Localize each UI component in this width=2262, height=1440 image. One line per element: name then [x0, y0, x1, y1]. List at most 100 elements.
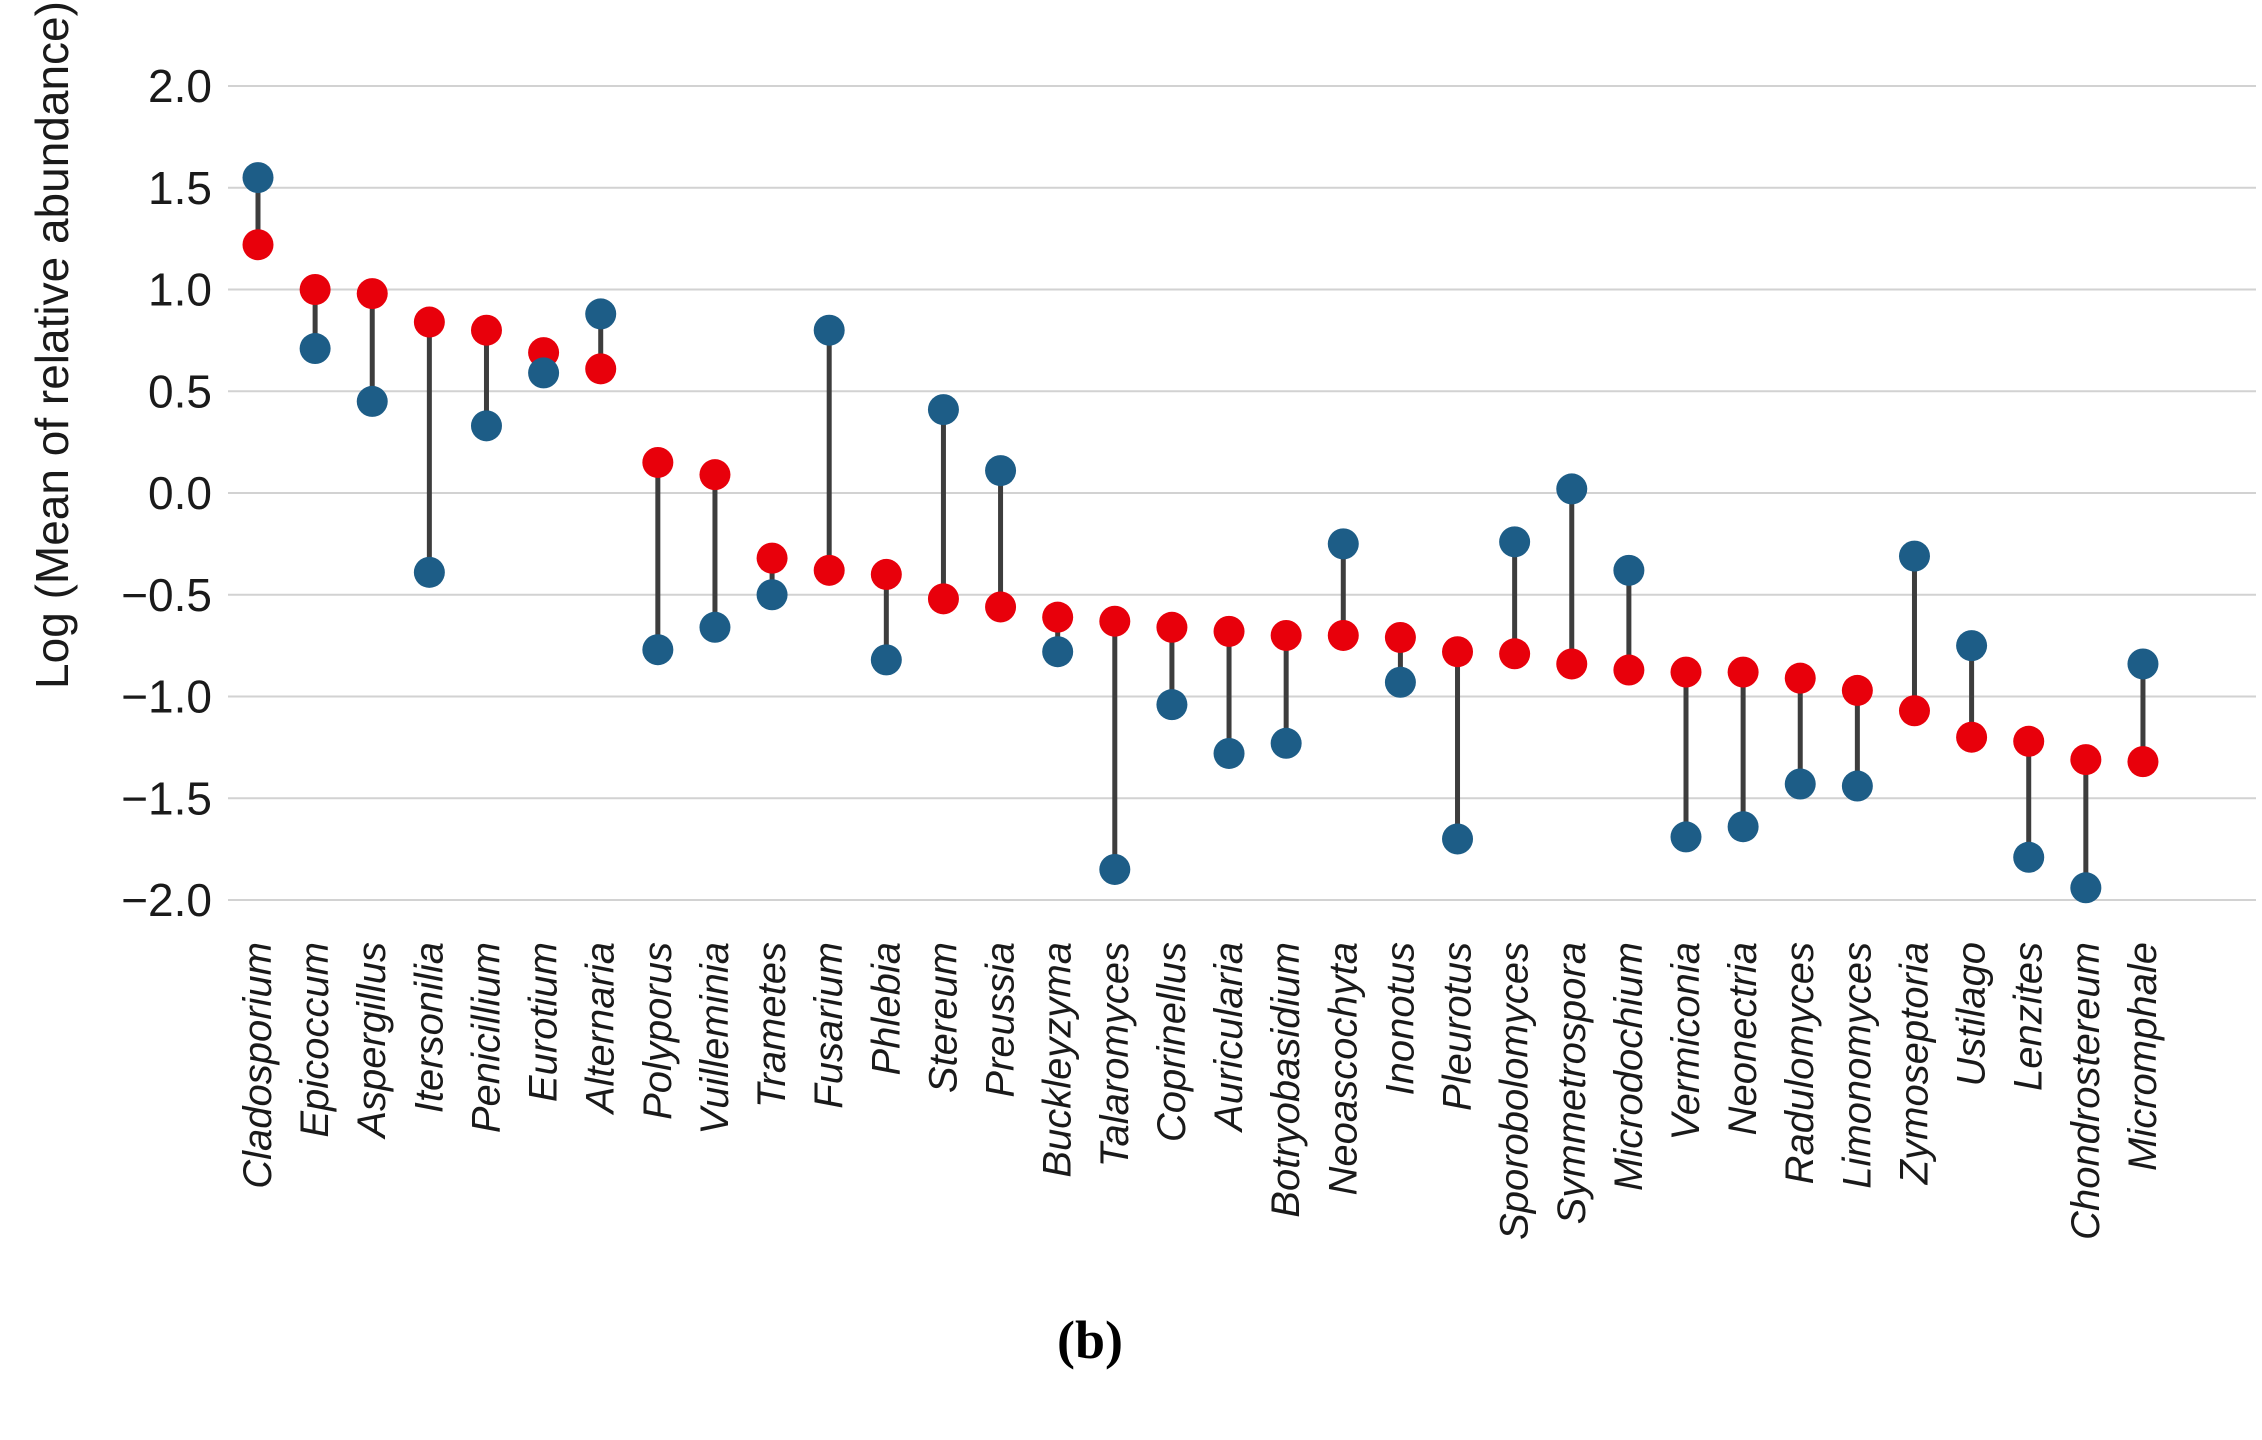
category-label: Aspergillus	[350, 942, 394, 1140]
dumbbell	[1784, 662, 1816, 800]
dumbbell	[756, 542, 788, 611]
category-label: Pleurotus	[1436, 942, 1480, 1111]
dumbbell	[1327, 528, 1359, 651]
dumbbell	[1841, 674, 1873, 802]
dot-red	[1556, 648, 1588, 680]
dot-red	[699, 459, 731, 491]
y-tick-label: −0.5	[121, 569, 212, 621]
dot-red	[242, 229, 274, 261]
y-tick-label: −2.0	[121, 874, 212, 926]
dot-blue	[756, 579, 788, 611]
category-label: Fusarium	[807, 942, 851, 1109]
category-label: Penicillium	[464, 942, 508, 1133]
dot-red	[2013, 725, 2045, 757]
dumbbell	[1384, 621, 1416, 698]
dot-red	[1841, 674, 1873, 706]
dot-red	[413, 306, 445, 338]
category-label: Trametes	[750, 942, 794, 1108]
category-label: Polyporus	[636, 942, 680, 1120]
dumbbell	[1499, 526, 1531, 670]
dumbbell	[413, 306, 445, 588]
dot-red	[1670, 656, 1702, 688]
category-label: Buckleyzyma	[1036, 942, 1080, 1178]
dot-blue	[585, 298, 617, 330]
dumbbell	[699, 459, 731, 643]
category-label: Radulomyces	[1778, 942, 1822, 1184]
dot-blue	[985, 455, 1017, 487]
category-label: Symmetrospora	[1550, 942, 1594, 1224]
y-axis-tick-labels: 2.0 1.5 1.0 0.5 0.0 −0.5 −1.0 −1.5 −2.0	[121, 60, 212, 926]
category-label: Coprinellus	[1150, 942, 1194, 1142]
dumbbells-layer	[242, 162, 2159, 904]
dot-blue	[927, 394, 959, 426]
dot-blue	[1442, 823, 1474, 855]
y-tick-label: −1.0	[121, 671, 212, 723]
dot-blue	[470, 410, 502, 442]
category-label: Vermiconia	[1664, 942, 1708, 1141]
dumbbell	[1556, 473, 1588, 680]
dot-blue	[870, 644, 902, 676]
dot-blue	[356, 385, 388, 417]
dot-blue	[1898, 540, 1930, 572]
dot-red	[470, 314, 502, 346]
dot-blue	[1841, 770, 1873, 802]
dot-blue	[1042, 636, 1074, 668]
y-tick-label: −1.5	[121, 772, 212, 824]
category-label: Auricularia	[1207, 942, 1251, 1133]
dot-red	[1613, 654, 1645, 686]
y-tick-label: 1.0	[148, 264, 212, 316]
dot-red	[1956, 721, 1988, 753]
dumbbell	[927, 394, 959, 615]
dot-blue	[528, 357, 560, 389]
dot-red	[1499, 638, 1531, 670]
dot-blue	[1499, 526, 1531, 558]
category-label: Vuilleminia	[693, 942, 737, 1135]
dot-blue	[1384, 666, 1416, 698]
dumbbell	[1442, 636, 1474, 855]
dumbbell	[1099, 605, 1131, 885]
dumbbell	[1670, 656, 1702, 853]
dot-blue	[2127, 648, 2159, 680]
dumbbell	[470, 314, 502, 442]
category-label: Alternaria	[579, 942, 623, 1115]
dot-red	[2070, 744, 2102, 776]
dumbbell	[585, 298, 617, 385]
dot-red	[585, 353, 617, 385]
y-tick-label: 2.0	[148, 60, 212, 112]
dot-red	[299, 274, 331, 305]
dot-red	[1898, 695, 1930, 727]
category-label: Itersonilia	[407, 942, 451, 1113]
dumbbell	[870, 558, 902, 676]
dot-blue	[699, 611, 731, 643]
category-label: Stereum	[921, 942, 965, 1093]
dot-blue	[2013, 841, 2045, 873]
dot-blue	[1556, 473, 1588, 505]
dumbbell	[1613, 554, 1645, 686]
dot-blue	[1613, 554, 1645, 586]
dot-red	[813, 554, 845, 586]
dot-blue	[813, 314, 845, 346]
dot-blue	[1727, 811, 1759, 843]
dot-red	[1213, 615, 1245, 647]
dot-red	[1042, 601, 1074, 633]
category-label: Sporobolomyces	[1493, 942, 1537, 1240]
dot-blue	[1099, 853, 1131, 885]
dumbbell	[2013, 725, 2045, 873]
dot-red	[1327, 619, 1359, 651]
category-label: Neoascochyta	[1321, 942, 1365, 1195]
dot-blue	[1670, 821, 1702, 853]
dumbbell	[2127, 648, 2159, 778]
category-label: Neonectria	[1721, 942, 1765, 1135]
dot-blue	[1784, 768, 1816, 800]
category-label: Microdochium	[1607, 942, 1651, 1191]
category-label: Phlebia	[864, 942, 908, 1075]
dot-blue	[642, 634, 674, 666]
category-label: Epicoccum	[293, 942, 337, 1138]
category-label: Cladosporium	[236, 942, 280, 1189]
dumbbell	[1727, 656, 1759, 843]
category-label: Talaromyces	[1093, 942, 1137, 1167]
dot-blue	[2070, 872, 2102, 904]
dumbbell	[813, 314, 845, 586]
